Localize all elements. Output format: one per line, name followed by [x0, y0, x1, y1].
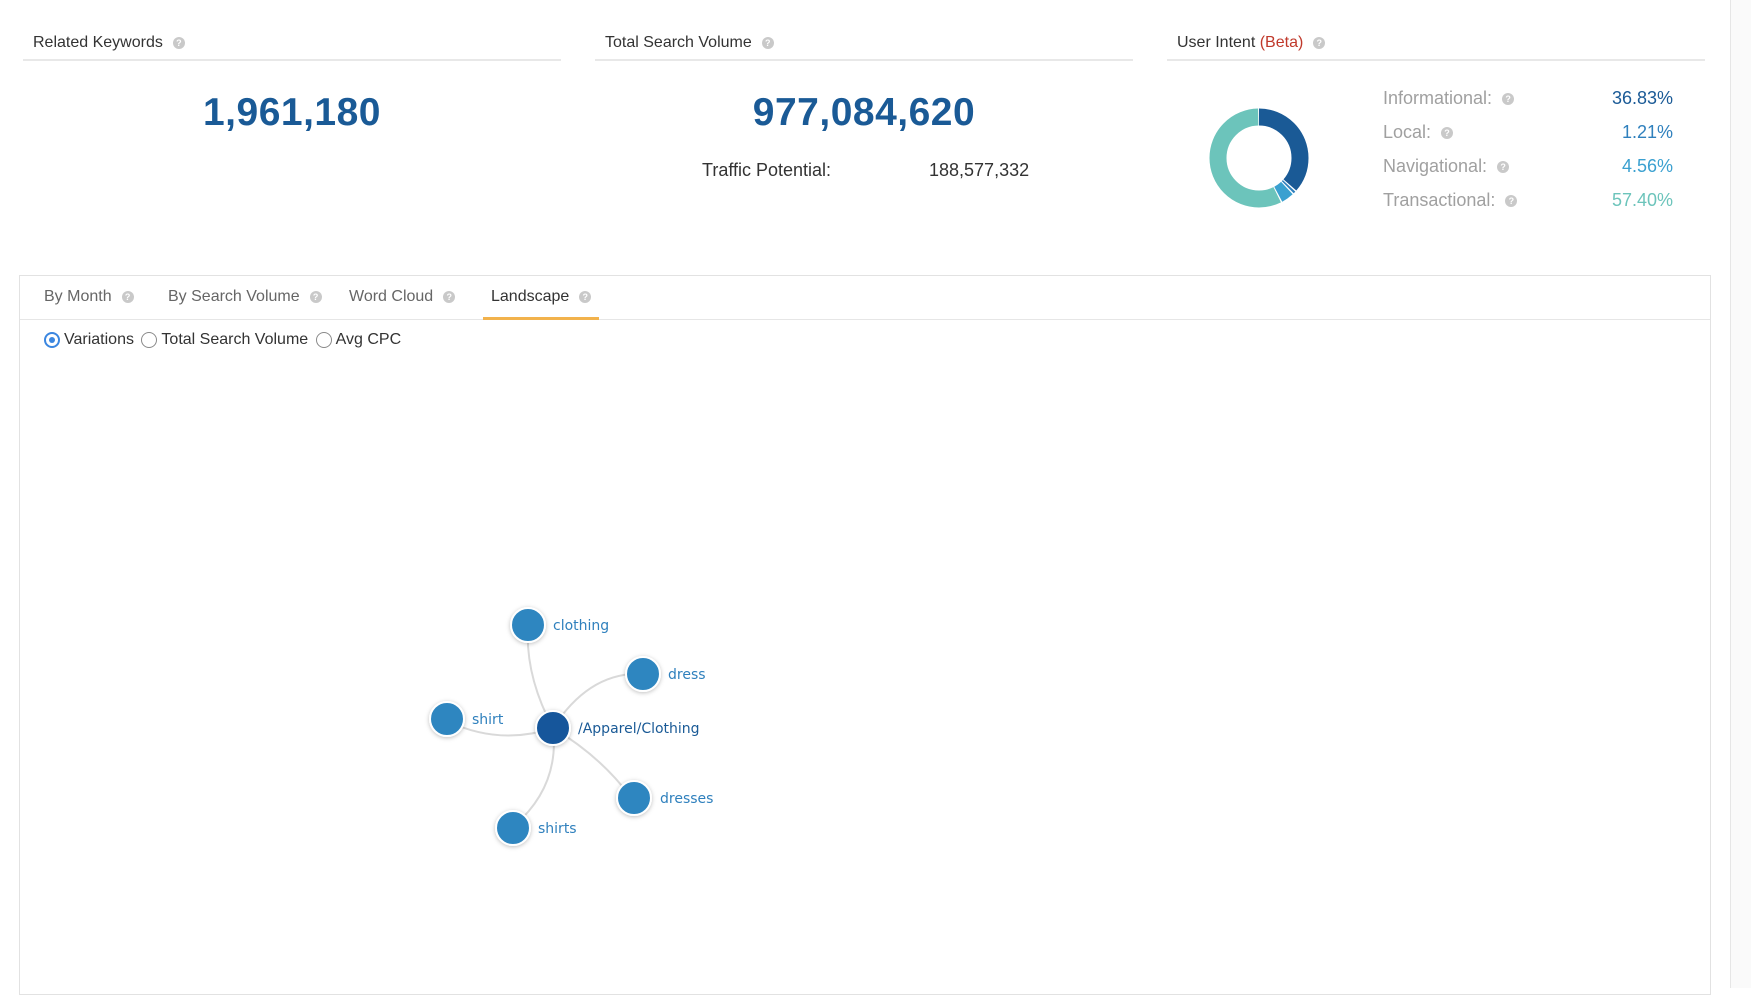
total-search-volume-card: Total Search Volume? 977,084,620 Traffic… [595, 30, 1133, 180]
radio-variations[interactable]: Variations [44, 331, 134, 349]
center-node-circle[interactable] [535, 710, 571, 746]
total-search-volume-header: Total Search Volume? [595, 30, 1133, 61]
center-node-label: /Apparel/Clothing [578, 721, 700, 737]
node-label: clothing [553, 618, 609, 634]
node-label: dresses [660, 791, 713, 807]
radio-avg-cpc[interactable]: Avg CPC [315, 331, 402, 349]
help-icon[interactable]: ? [1497, 161, 1510, 174]
node-label: dress [668, 667, 706, 683]
help-icon[interactable]: ? [579, 290, 592, 303]
total-search-volume-title: Total Search Volume [605, 34, 752, 51]
related-keywords-title: Related Keywords [33, 34, 163, 51]
help-icon[interactable]: ? [309, 290, 322, 303]
intent-label: Transactional: [1383, 190, 1496, 210]
beta-badge: (Beta) [1259, 34, 1304, 51]
related-keywords-value: 1,961,180 [202, 91, 381, 134]
intent-value: 1.21% [1621, 122, 1673, 142]
graph-node-center[interactable]: /Apparel/Clothing [535, 710, 700, 746]
help-icon[interactable]: ? [121, 290, 134, 303]
node-label: shirts [538, 821, 577, 837]
node-circle[interactable] [510, 607, 546, 643]
help-icon[interactable]: ? [1502, 93, 1515, 106]
intent-label: Navigational: [1383, 156, 1488, 176]
traffic-potential-value: 188,577,332 [929, 160, 1030, 180]
user-intent-header: User Intent (Beta)? [1167, 30, 1705, 61]
total-search-volume-value: 977,084,620 [752, 91, 976, 134]
donut-slice-3 [1209, 108, 1309, 208]
landscape-panel: By Month? By Search Volume? Word Cloud? … [19, 275, 1711, 995]
intent-row-informational: Informational:? 36.83% [1383, 88, 1673, 122]
radio-label: Variations [64, 331, 134, 348]
intent-row-local: Local:? 1.21% [1383, 122, 1673, 156]
radio-total-search-volume[interactable]: Total Search Volume [141, 331, 308, 349]
help-icon[interactable]: ? [761, 36, 774, 49]
scrollbar-track[interactable] [1730, 0, 1751, 988]
keyword-landscape-graph: clothing dress shirt dresses shirts /App… [429, 607, 713, 846]
intent-label: Informational: [1383, 88, 1493, 108]
tab-by-month[interactable]: By Month? [36, 276, 142, 317]
tab-word-cloud[interactable]: Word Cloud? [341, 276, 463, 317]
intent-value: 36.83% [1611, 88, 1673, 108]
node-circle[interactable] [429, 701, 465, 737]
help-icon[interactable]: ? [443, 290, 456, 303]
help-icon[interactable]: ? [1313, 36, 1326, 49]
intent-value: 57.40% [1611, 190, 1673, 210]
radio-label: Avg CPC [335, 331, 402, 348]
graph-node-dress[interactable]: dress [625, 656, 706, 692]
intent-row-transactional: Transactional:? 57.40% [1383, 190, 1673, 224]
radio-button[interactable] [141, 332, 158, 348]
tab-label: By Search Volume [168, 288, 300, 305]
traffic-potential-label: Traffic Potential: [702, 160, 832, 180]
tab-label: By Month [44, 288, 112, 305]
graph-node-dresses[interactable]: dresses [616, 780, 713, 816]
radio-label: Total Search Volume [161, 331, 309, 348]
donut-slice-0 [1209, 108, 1309, 208]
radio-button[interactable] [44, 332, 60, 348]
related-keywords-card: Related Keywords? 1,961,180 [23, 30, 561, 135]
user-intent-donut-chart [1209, 108, 1309, 208]
user-intent-card: User Intent (Beta)? Informational:? 36.8… [1167, 30, 1705, 210]
radio-button[interactable] [315, 332, 332, 348]
node-circle[interactable] [495, 810, 531, 846]
intent-value: 4.56% [1621, 156, 1673, 176]
graph-node-clothing[interactable]: clothing [510, 607, 609, 643]
user-intent-list: Informational:? 36.83% Local:? 1.21% Nav… [1383, 88, 1673, 224]
node-circle[interactable] [625, 656, 661, 692]
tab-label: Landscape [491, 288, 570, 305]
graph-node-shirt[interactable]: shirt [429, 701, 504, 737]
related-keywords-header: Related Keywords? [23, 30, 561, 61]
help-icon[interactable]: ? [1441, 127, 1454, 140]
user-intent-title: User Intent [1177, 34, 1256, 51]
intent-label: Local: [1383, 122, 1432, 142]
tab-landscape[interactable]: Landscape? [483, 276, 600, 320]
intent-row-navigational: Navigational:? 4.56% [1383, 156, 1673, 190]
metric-radio-group: Variations Total Search Volume Avg CPC [44, 331, 404, 353]
graph-node-shirts[interactable]: shirts [495, 810, 577, 846]
chart-tabs: By Month? By Search Volume? Word Cloud? … [20, 276, 1710, 320]
node-label: shirt [472, 712, 504, 728]
node-circle[interactable] [616, 780, 652, 816]
tab-label: Word Cloud [349, 288, 434, 305]
help-icon[interactable]: ? [172, 36, 185, 49]
tab-by-search-volume[interactable]: By Search Volume? [160, 276, 330, 317]
help-icon[interactable]: ? [1505, 195, 1518, 208]
